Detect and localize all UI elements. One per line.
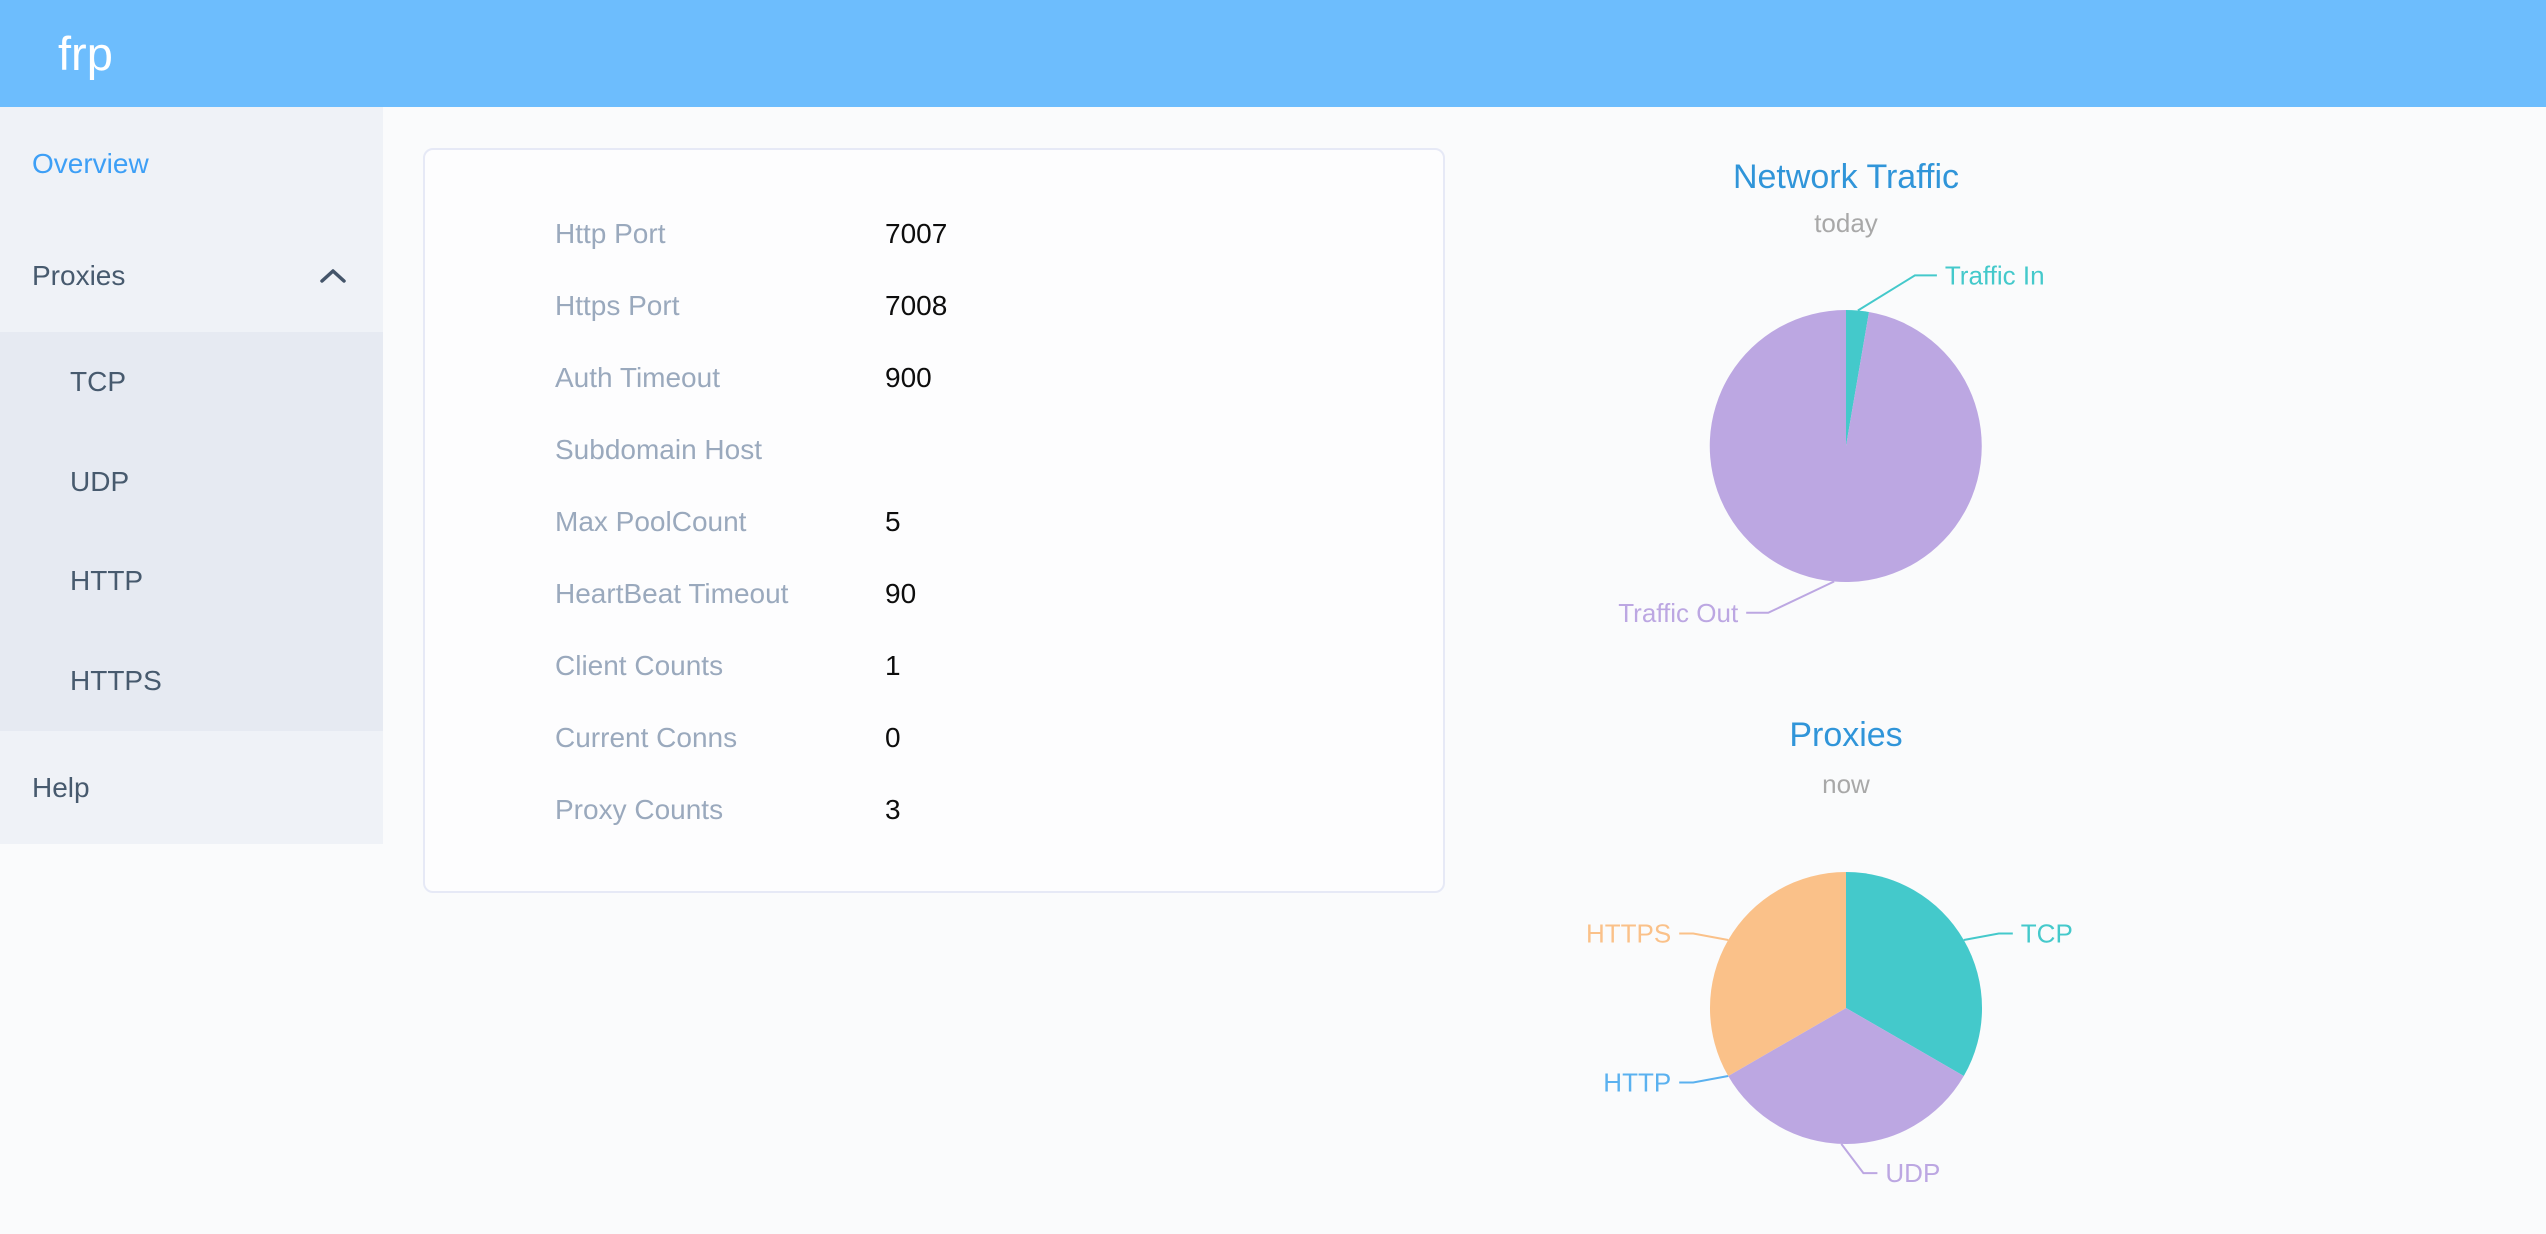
chevron-up-icon [320, 269, 346, 283]
pie-label-line-udp [1840, 1143, 1878, 1175]
server-config-card: Http Port 7007 Https Port 7008 Auth Time… [423, 148, 1445, 893]
sidebar-item-http[interactable]: HTTP [0, 531, 383, 631]
table-row: Max PoolCount 5 [425, 486, 1443, 558]
config-value: 0 [885, 722, 901, 753]
config-value: 7007 [885, 218, 948, 249]
table-row: Https Port 7008 [425, 270, 1443, 342]
pie-label-udp: UDP [1885, 1158, 1940, 1188]
pie-label-line-http [1679, 1075, 1729, 1084]
sidebar-item-help[interactable]: Help [0, 731, 383, 844]
pie-slice-traffic-out[interactable] [1709, 309, 1982, 582]
sidebar-item-udp[interactable]: UDP [0, 432, 383, 532]
pie-label-tcp: TCP [2021, 919, 2073, 949]
config-label: Subdomain Host [555, 434, 763, 465]
table-row: Proxy Counts 3 [425, 774, 1443, 846]
config-value: 900 [885, 362, 932, 393]
proxies-chart: Proxies now TCP UDP HTTP HTTPS [1560, 700, 2180, 1234]
pie-label-line-traffic-out [1746, 580, 1835, 614]
pie-label-traffic-out: Traffic Out [1618, 598, 1739, 628]
pie-network-traffic[interactable]: Traffic In Traffic Out [1560, 155, 2180, 675]
pie-label-http: HTTP [1603, 1068, 1671, 1098]
config-value: 5 [885, 506, 901, 537]
app-logo: frp [58, 27, 113, 80]
sidebar-item-label: HTTPS [70, 665, 162, 696]
config-value: 1 [885, 650, 901, 681]
sidebar-item-tcp[interactable]: TCP [0, 332, 383, 432]
sidebar-item-https[interactable]: HTTPS [0, 631, 383, 731]
chart-subtitle: now [1822, 769, 1870, 799]
pie-label-line-traffic-in [1857, 274, 1937, 312]
config-label: Http Port [555, 218, 666, 249]
pie-proxies[interactable]: TCP UDP HTTP HTTPS [1560, 700, 2180, 1234]
chart-title: Network Traffic [1732, 158, 1960, 196]
table-row: Subdomain Host [425, 414, 1443, 486]
config-label: Proxy Counts [555, 794, 724, 825]
table-row: Client Counts 1 [425, 630, 1443, 702]
config-value: 7008 [885, 290, 948, 321]
chart-subtitle: today [1814, 208, 1878, 238]
table-row: Auth Timeout 900 [425, 342, 1443, 414]
sidebar-item-proxies[interactable]: Proxies [0, 220, 383, 332]
pie-label-traffic-in: Traffic In [1945, 260, 2045, 290]
table-row: HeartBeat Timeout 90 [425, 558, 1443, 630]
sidebar-item-label: Help [32, 771, 90, 803]
pie-slice-udp[interactable] [1728, 1008, 1964, 1145]
config-label: Current Conns [555, 722, 738, 753]
pie-slice-traffic-in[interactable] [1846, 310, 1869, 446]
server-config-table: Http Port 7007 Https Port 7008 Auth Time… [425, 198, 1443, 846]
sidebar-item-label: UDP [70, 466, 130, 497]
pie-label-line-tcp [1963, 932, 2013, 941]
config-label: Https Port [555, 290, 680, 321]
sidebar-item-label: Proxies [32, 260, 126, 291]
sidebar-item-label: Overview [32, 147, 149, 179]
pie-label-line-https [1679, 932, 1729, 941]
config-value: 90 [885, 578, 917, 609]
chart-title: Proxies [1789, 716, 1903, 754]
config-value: 3 [885, 794, 901, 825]
config-label: Client Counts [555, 650, 724, 681]
pie-slice-https[interactable] [1709, 872, 1846, 1076]
pie-slice-tcp[interactable] [1846, 872, 1983, 1076]
sidebar: Overview Proxies TCP UDP HTTP HTTPS Help [0, 107, 383, 844]
config-label: Auth Timeout [555, 362, 720, 393]
main-content: Http Port 7007 Https Port 7008 Auth Time… [383, 107, 2546, 1234]
sidebar-item-overview[interactable]: Overview [0, 107, 383, 220]
sidebar-submenu-proxies: TCP UDP HTTP HTTPS [0, 332, 383, 731]
config-label: Max PoolCount [555, 506, 747, 537]
sidebar-item-label: HTTP [70, 565, 144, 596]
pie-label-https: HTTPS [1586, 919, 1671, 949]
table-row: Current Conns 0 [425, 702, 1443, 774]
sidebar-item-label: TCP [70, 366, 126, 397]
table-row: Http Port 7007 [425, 198, 1443, 270]
app-header: frp [0, 0, 2546, 107]
network-traffic-chart: Network Traffic today Traffic In Traffic … [1560, 155, 2180, 675]
config-label: HeartBeat Timeout [555, 578, 789, 609]
